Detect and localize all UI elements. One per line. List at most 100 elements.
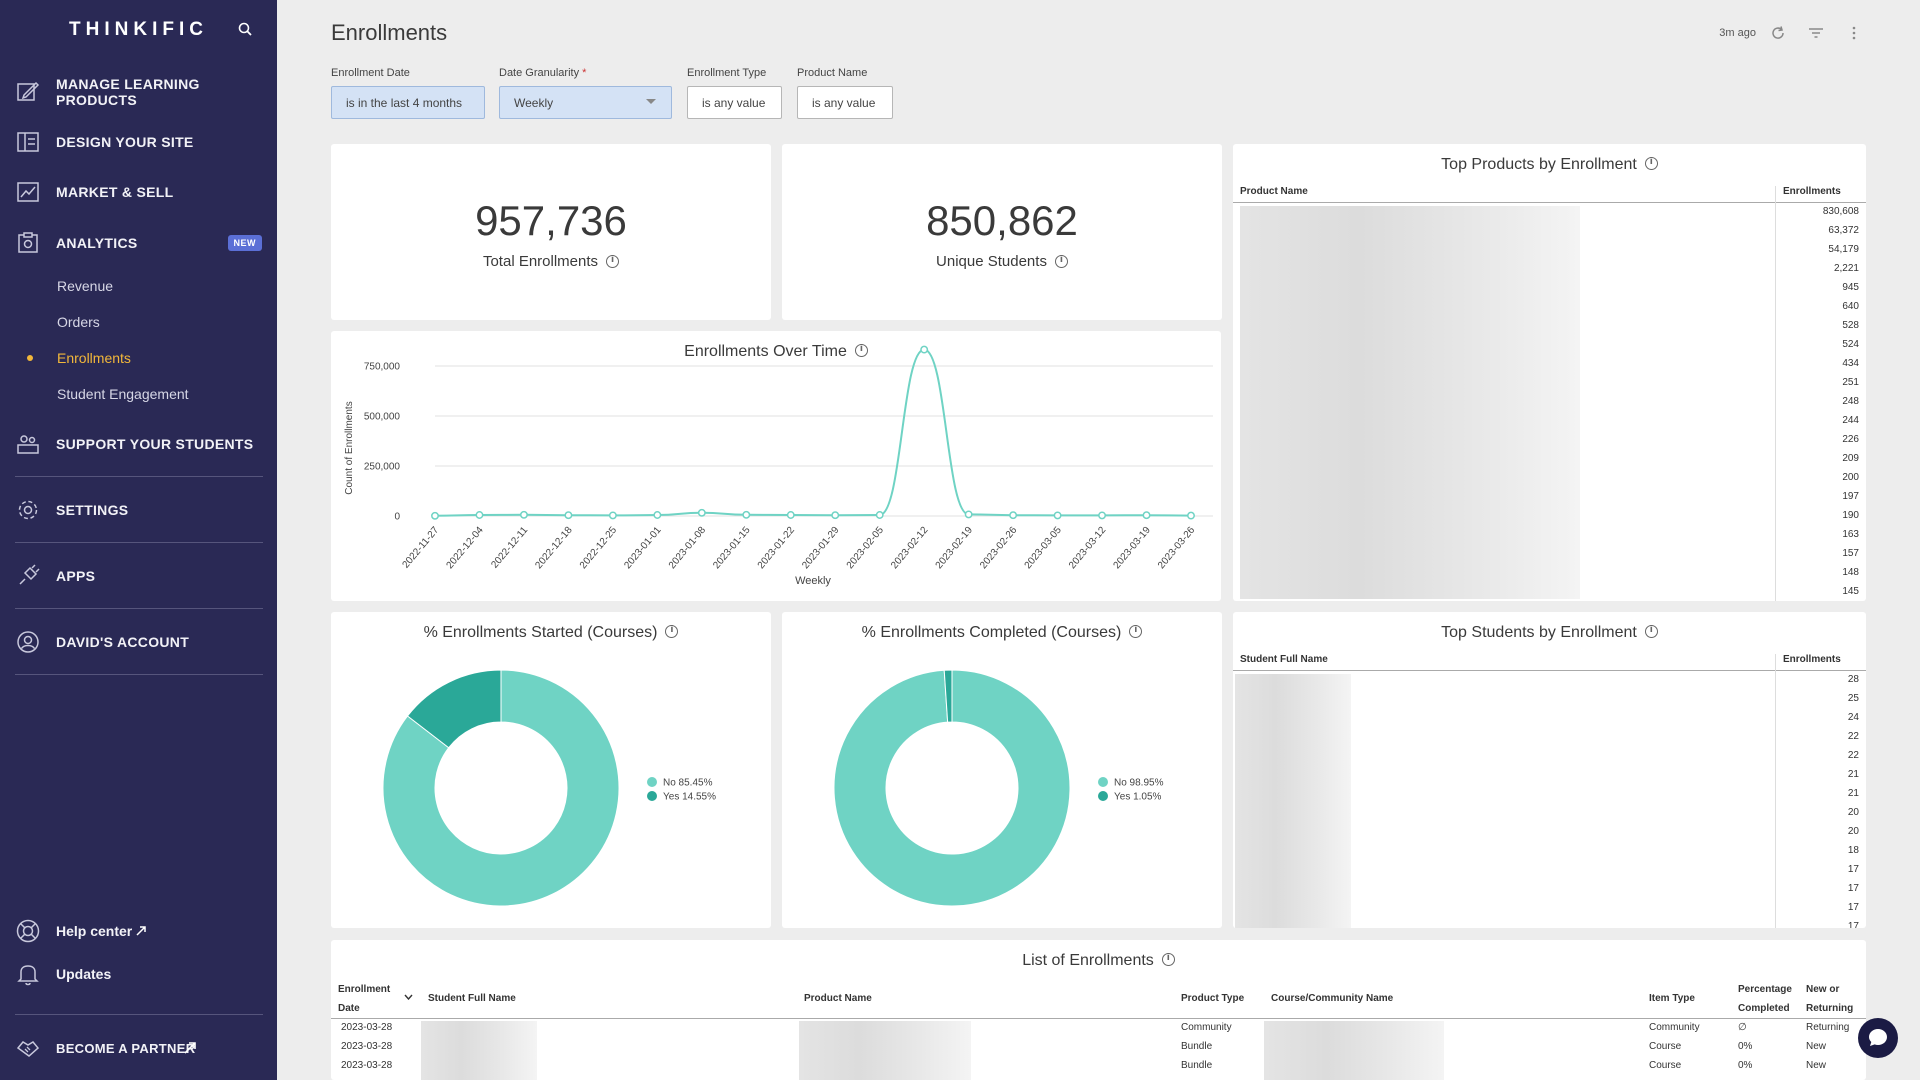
refresh-icon[interactable] bbox=[1770, 25, 1786, 41]
data-point[interactable] bbox=[564, 511, 573, 520]
enrollment-date-filter-button[interactable]: is in the last 4 months bbox=[331, 86, 485, 119]
column-header-product[interactable]: Product Name bbox=[804, 993, 872, 1004]
x-tick-label: 2023-03-12 bbox=[1067, 525, 1109, 572]
info-icon[interactable] bbox=[1054, 254, 1068, 268]
data-point[interactable] bbox=[608, 511, 617, 520]
table-cell: New bbox=[1806, 1041, 1827, 1052]
data-point[interactable] bbox=[1142, 511, 1151, 520]
nav-manage-learning-products[interactable]: MANAGE LEARNING PRODUCTS bbox=[0, 70, 277, 114]
data-point[interactable] bbox=[475, 511, 484, 519]
data-point[interactable] bbox=[875, 511, 884, 519]
nav-apps[interactable]: APPS bbox=[0, 554, 277, 598]
pie-slice[interactable] bbox=[406, 669, 502, 749]
search-icon[interactable] bbox=[237, 21, 253, 37]
column-header-course-name[interactable]: Course/Community Name bbox=[1271, 993, 1394, 1004]
thinkific-logo[interactable]: THINKIFIC bbox=[69, 19, 208, 40]
column-header-student[interactable]: Student Full Name bbox=[428, 993, 516, 1004]
data-point[interactable] bbox=[1053, 511, 1062, 520]
info-icon[interactable] bbox=[1129, 625, 1143, 639]
column-header-enrollments[interactable]: Enrollments bbox=[1783, 186, 1841, 197]
kpi-label-text: Total Enrollments bbox=[482, 253, 599, 270]
data-point[interactable] bbox=[1098, 511, 1107, 520]
chart-title-text: % Enrollments Started (Courses) bbox=[423, 624, 658, 641]
table-cell-value: 28 bbox=[1847, 674, 1859, 685]
chart-icon bbox=[17, 182, 39, 202]
nav-support-your-students[interactable]: SUPPORT YOUR STUDENTS bbox=[0, 422, 277, 466]
table-cell: 0% bbox=[1738, 1060, 1753, 1071]
column-header-product[interactable]: Product Name bbox=[1240, 186, 1308, 197]
data-point[interactable] bbox=[519, 510, 528, 519]
column-header-new-returning[interactable]: New or Returning bbox=[1806, 980, 1853, 1018]
data-point[interactable] bbox=[786, 511, 795, 519]
info-icon[interactable] bbox=[1161, 953, 1175, 967]
column-header-enrollments[interactable]: Enrollments bbox=[1783, 654, 1841, 665]
nav-market-and-sell[interactable]: MARKET & SELL bbox=[0, 170, 277, 214]
data-point[interactable] bbox=[831, 511, 840, 520]
nav-design-your-site[interactable]: DESIGN YOUR SITE bbox=[0, 120, 277, 164]
data-point[interactable] bbox=[742, 510, 751, 519]
info-icon[interactable] bbox=[1644, 625, 1658, 639]
table-cell-value: 17 bbox=[1847, 883, 1859, 894]
header-text: New or bbox=[1806, 984, 1840, 995]
help-center-link[interactable]: Help center bbox=[0, 913, 277, 949]
info-icon[interactable] bbox=[1644, 157, 1658, 171]
data-point[interactable] bbox=[697, 508, 706, 517]
top-products-card: Top Products by Enrollment Product Name … bbox=[1233, 144, 1866, 601]
sub-item-enrollments[interactable]: Enrollments bbox=[57, 350, 131, 366]
become-partner-link[interactable]: BECOME A PARTNER bbox=[0, 1030, 277, 1066]
column-header-enrollment-date[interactable]: Enrollment Date bbox=[338, 980, 390, 1018]
filter-icon[interactable] bbox=[1808, 25, 1824, 41]
data-point[interactable] bbox=[431, 511, 439, 520]
table-cell-value: 63,372 bbox=[1828, 225, 1859, 236]
nav-label: SUPPORT YOUR STUDENTS bbox=[56, 436, 254, 452]
x-axis-label: Weekly bbox=[795, 575, 831, 587]
last-updated-text: 3m ago bbox=[1719, 27, 1756, 39]
nav-analytics[interactable]: ANALYTICS NEW bbox=[0, 221, 277, 265]
legend-marker bbox=[647, 777, 657, 787]
table-cell-value: 24 bbox=[1847, 712, 1859, 723]
y-tick-label: 250,000 bbox=[364, 462, 401, 473]
filter-enrollment-type: Enrollment Type is any value bbox=[687, 67, 782, 119]
updates-link[interactable]: Updates bbox=[0, 956, 277, 992]
x-tick-label: 2022-12-11 bbox=[489, 525, 530, 571]
chart-title: % Enrollments Completed (Courses) bbox=[782, 624, 1222, 642]
column-header-percentage[interactable]: Percentage Completed bbox=[1738, 980, 1792, 1018]
data-point[interactable] bbox=[1009, 511, 1018, 520]
product-name-filter-button[interactable]: is any value bbox=[797, 86, 893, 119]
date-granularity-select[interactable]: Weekly bbox=[499, 86, 672, 119]
legend-label: No 98.95% bbox=[1114, 778, 1164, 789]
nav-label: MARKET & SELL bbox=[56, 184, 174, 200]
data-point[interactable] bbox=[1187, 511, 1195, 520]
column-header-item-type[interactable]: Item Type bbox=[1649, 993, 1695, 1004]
filter-label-text: Date Granularity bbox=[499, 67, 580, 79]
chat-button[interactable] bbox=[1858, 1018, 1898, 1058]
enrollment-type-filter-button[interactable]: is any value bbox=[687, 86, 782, 119]
pie-slice[interactable] bbox=[943, 669, 953, 723]
table-cell-value: 20 bbox=[1847, 807, 1859, 818]
data-point[interactable] bbox=[964, 510, 973, 519]
info-icon[interactable] bbox=[665, 625, 679, 639]
sub-item-orders[interactable]: Orders bbox=[57, 314, 100, 330]
info-icon[interactable] bbox=[854, 344, 868, 358]
pie-slice[interactable] bbox=[382, 669, 620, 907]
sub-item-revenue[interactable]: Revenue bbox=[57, 278, 114, 294]
x-tick-label: 2023-02-26 bbox=[978, 525, 1020, 572]
nav-davids-account[interactable]: DAVID'S ACCOUNT bbox=[0, 620, 277, 664]
legend-label: No 85.45% bbox=[663, 778, 713, 789]
table-cell-value: 524 bbox=[1842, 339, 1859, 350]
data-point[interactable] bbox=[653, 511, 662, 519]
handshake-icon bbox=[16, 1041, 40, 1057]
sidebar-divider bbox=[15, 476, 263, 477]
page-title: Enrollments bbox=[331, 20, 448, 45]
info-icon[interactable] bbox=[606, 254, 620, 268]
chevron-down-icon[interactable] bbox=[404, 994, 413, 1000]
column-header-product-type[interactable]: Product Type bbox=[1181, 993, 1245, 1004]
more-vert-icon[interactable] bbox=[1846, 25, 1862, 41]
pie-slice[interactable] bbox=[833, 669, 1071, 907]
header-text: Completed bbox=[1738, 1003, 1790, 1014]
sub-item-student-engagement[interactable]: Student Engagement bbox=[57, 386, 189, 402]
column-header-student[interactable]: Student Full Name bbox=[1240, 654, 1328, 665]
sidebar-divider bbox=[15, 542, 263, 543]
data-point[interactable] bbox=[920, 345, 929, 354]
nav-settings[interactable]: SETTINGS bbox=[0, 488, 277, 532]
